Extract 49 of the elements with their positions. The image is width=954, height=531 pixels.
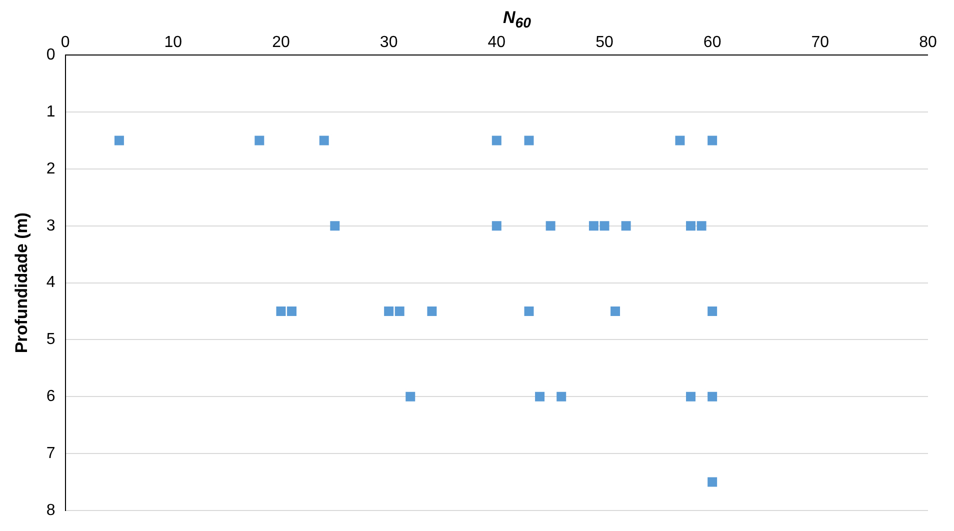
point [254,136,264,146]
point [492,136,502,146]
point [535,392,545,402]
point [708,477,718,487]
x-tick-label: 0 [60,34,70,52]
x-tick-label: 20 [272,34,290,52]
point [427,306,437,316]
y-tick-label: 5 [46,331,56,348]
x-tick-label: 50 [596,34,614,52]
point [708,306,718,316]
point [708,392,718,402]
y-tick-label: 2 [46,160,56,178]
x-tick-label: 60 [703,34,722,52]
point [696,221,706,231]
point [675,136,685,146]
point [319,136,329,146]
point [384,306,394,316]
x-axis-title: N$_{60}$ [502,8,532,32]
x-tick-label: 10 [164,34,182,52]
y-tick-label: 6 [46,388,56,406]
point [492,221,502,231]
point [276,306,286,316]
point [546,221,556,231]
point [600,221,610,231]
point [524,306,534,316]
point [686,392,696,402]
point [524,136,534,146]
point [708,136,718,146]
point [610,306,620,316]
point [114,136,124,146]
point [588,221,598,231]
x-tick-label: 80 [919,34,937,52]
x-tick-label: 70 [811,34,830,52]
point [556,392,566,402]
point [686,221,696,231]
point [621,221,631,231]
point [394,306,404,316]
point [406,392,416,402]
y-axis-title: Profundidade (m) [12,212,31,354]
point [330,221,340,231]
x-tick-label: 40 [488,34,506,52]
y-tick-label: 0 [46,46,56,64]
x-tick-label: 30 [380,34,398,52]
y-tick-label: 3 [46,217,56,234]
y-tick-label: 4 [46,274,56,292]
y-tick-label: 8 [46,502,56,519]
point [287,306,296,316]
y-tick-label: 1 [46,104,56,121]
y-tick-label: 7 [46,444,56,462]
